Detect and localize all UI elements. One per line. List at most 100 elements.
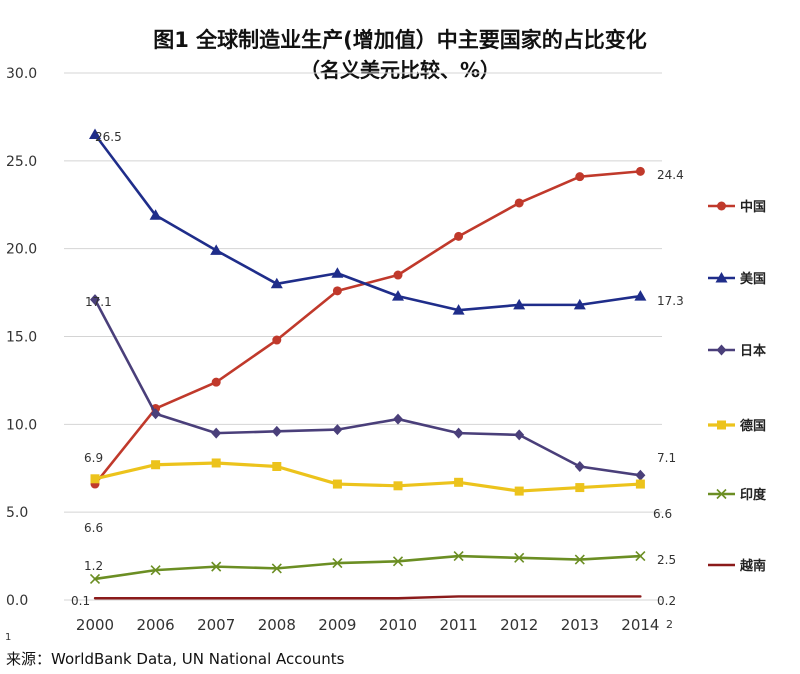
- legend-item-印度: 印度: [708, 487, 767, 503]
- data-point: [635, 469, 646, 481]
- data-point: [635, 166, 645, 176]
- data-point: [271, 425, 282, 437]
- data-point: [392, 290, 404, 301]
- gridlines: [64, 72, 662, 601]
- data-point: [271, 563, 282, 574]
- data-labels: 6.6 24.4 26.5 17.3 17.1 7.1 6.9 6.6 1.2 2.5 0.1 0.2: [71, 130, 684, 608]
- data-point: [211, 458, 221, 468]
- data-point: [150, 408, 161, 420]
- y-tick-label: 5.0: [6, 505, 28, 521]
- y-tick-label: 25.0: [6, 154, 37, 170]
- series-日本: [90, 294, 646, 481]
- data-point: [635, 479, 645, 489]
- legend-item-越南: 越南: [708, 558, 766, 574]
- end-value-label: 24.4: [657, 168, 684, 182]
- data-point: [454, 477, 464, 487]
- data-point: [514, 429, 525, 441]
- source-note: 来源：WorldBank Data, UN National Accounts: [6, 650, 345, 668]
- data-point: [270, 277, 283, 289]
- y-tick-label: 10.0: [6, 417, 37, 433]
- legend-label: 德国: [740, 418, 766, 434]
- x-tick-label: 2006: [137, 616, 175, 634]
- data-point: [635, 551, 646, 562]
- data-point: [393, 481, 403, 491]
- data-point: [573, 298, 586, 310]
- data-point: [454, 231, 464, 241]
- series-line: [93, 133, 642, 312]
- end-value-label: 17.3: [657, 294, 684, 308]
- data-point: [514, 198, 524, 208]
- data-point: [393, 413, 403, 425]
- legend-item-日本: 日本: [708, 343, 766, 359]
- series-美国: [89, 128, 647, 315]
- data-point: [717, 201, 726, 211]
- legend-label: 中国: [740, 199, 766, 215]
- data-point: [272, 461, 282, 471]
- series-line: [93, 595, 642, 600]
- legend-label: 印度: [740, 487, 767, 503]
- start-value-label: 0.1: [71, 594, 90, 608]
- data-point: [392, 556, 404, 567]
- data-point: [574, 460, 585, 472]
- legend-item-中国: 中国: [708, 199, 766, 215]
- data-point: [332, 558, 343, 569]
- data-point: [452, 304, 465, 315]
- data-point: [211, 561, 222, 572]
- data-point: [332, 479, 342, 489]
- start-value-label: 1.2: [84, 559, 103, 573]
- series-line: [93, 298, 642, 477]
- series-印度: [89, 551, 646, 584]
- y-tick-label: 0.0: [6, 593, 28, 609]
- legend-label: 美国: [740, 271, 766, 287]
- x-tick-label: 2012: [500, 616, 538, 634]
- data-point: [715, 272, 728, 283]
- y-tick-label: 30.0: [6, 66, 37, 82]
- data-point: [453, 427, 464, 439]
- data-point: [514, 552, 525, 563]
- data-point: [716, 344, 727, 356]
- data-point: [332, 286, 342, 296]
- series-lines: [89, 128, 647, 600]
- start-value-label: 17.1: [85, 295, 112, 309]
- legend-item-德国: 德国: [708, 418, 766, 434]
- start-value-label: 6.9: [84, 451, 103, 465]
- data-point: [331, 267, 344, 278]
- series-中国: [90, 166, 645, 489]
- data-point: [514, 486, 524, 496]
- end-value-label: 2.5: [657, 553, 676, 567]
- data-point: [272, 335, 282, 345]
- data-point: [634, 290, 647, 301]
- data-point: [453, 551, 464, 562]
- x-tick-label: 2013: [561, 616, 599, 634]
- series-line: [93, 554, 642, 581]
- y-tick-label: 20.0: [6, 242, 37, 258]
- x-tick-label: 2007: [197, 616, 235, 634]
- chart-subtitle: （名义美元比较、%）: [300, 58, 500, 82]
- data-point: [150, 565, 161, 576]
- data-point: [211, 377, 221, 387]
- data-point: [717, 420, 726, 430]
- series-越南: [93, 595, 642, 600]
- end-value-label: 6.6: [653, 507, 672, 521]
- data-point: [575, 172, 585, 182]
- data-point: [151, 460, 161, 470]
- x-tick-label: 2010: [379, 616, 417, 634]
- data-point: [574, 554, 585, 565]
- data-point: [513, 298, 526, 310]
- x-tick-label: 2008: [258, 616, 296, 634]
- data-point: [90, 294, 100, 306]
- legend-label: 越南: [739, 558, 766, 574]
- x-tick-label: 2014: [621, 616, 659, 634]
- x-tick-label: 2000: [76, 616, 114, 634]
- x-tick-label: 2009: [318, 616, 356, 634]
- start-value-label: 26.5: [95, 130, 122, 144]
- footnote-mark-right: 2: [666, 618, 673, 631]
- data-point: [90, 474, 100, 484]
- start-value-label: 6.6: [84, 521, 103, 535]
- data-point: [210, 244, 223, 255]
- data-point: [332, 424, 343, 436]
- data-point: [716, 488, 727, 500]
